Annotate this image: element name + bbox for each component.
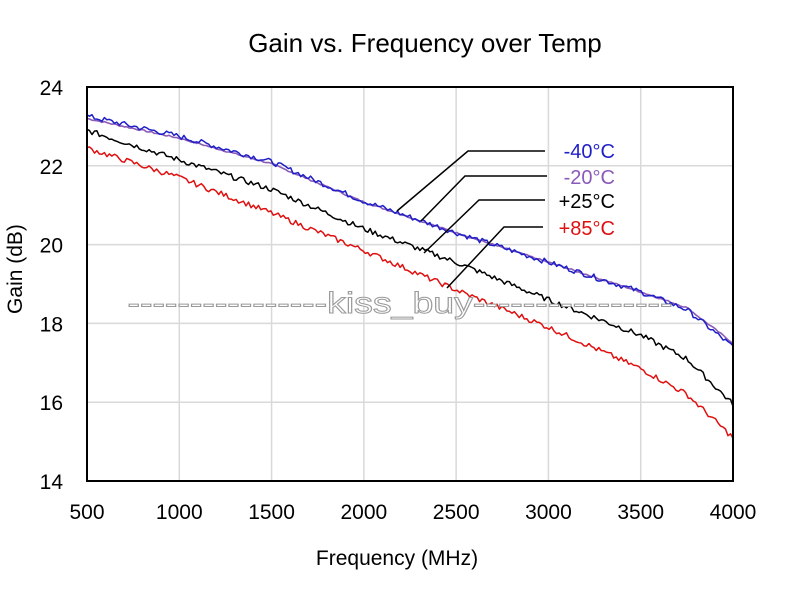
y-tick-label: 24	[40, 77, 64, 100]
series-line-+25C	[86, 128, 734, 407]
y-tick-label: 16	[40, 392, 63, 415]
grid	[87, 87, 733, 481]
x-tick-label: 2500	[433, 501, 480, 524]
y-tick-label: 14	[40, 471, 64, 494]
series-line-+85C	[86, 146, 734, 439]
plot-frame	[86, 86, 734, 482]
y-tick-label: 18	[40, 313, 63, 336]
callout-leader-line	[423, 199, 545, 254]
series-lines	[86, 113, 734, 439]
legend-label: +85°C	[559, 218, 615, 240]
y-tick-label: 22	[40, 156, 63, 179]
legend-callouts: -40°C -20°C+25°C +85°C	[396, 141, 615, 289]
x-tick-label: 1000	[156, 501, 203, 524]
watermark: ----------------kiss_buy----------------	[128, 287, 673, 320]
callout-leader-line	[446, 226, 543, 289]
chart-title: Gain vs. Frequency over Temp	[248, 28, 602, 58]
x-tick-label: 1500	[248, 501, 295, 524]
x-tick-label: 4000	[710, 501, 757, 524]
callout-leader-line	[396, 150, 545, 212]
legend-label: -40°C	[564, 141, 615, 163]
y-tick-label: 20	[40, 235, 63, 258]
tick-labels: 500 1000 1500 2000 2500 3000 3500 4000 14 16 18 20 2…	[40, 77, 757, 524]
x-tick-label: 3500	[617, 501, 664, 524]
series-line--40C	[86, 113, 734, 347]
x-tick-label: 500	[69, 501, 104, 524]
legend-label: -20°C	[564, 167, 615, 189]
x-tick-label: 3000	[525, 501, 572, 524]
x-tick-label: 2000	[340, 501, 387, 524]
y-axis-label: Gain (dB)	[4, 224, 27, 314]
x-axis-label: Frequency (MHz)	[316, 547, 478, 570]
callout-leader-line	[420, 175, 547, 222]
legend-label: +25°C	[559, 191, 615, 213]
